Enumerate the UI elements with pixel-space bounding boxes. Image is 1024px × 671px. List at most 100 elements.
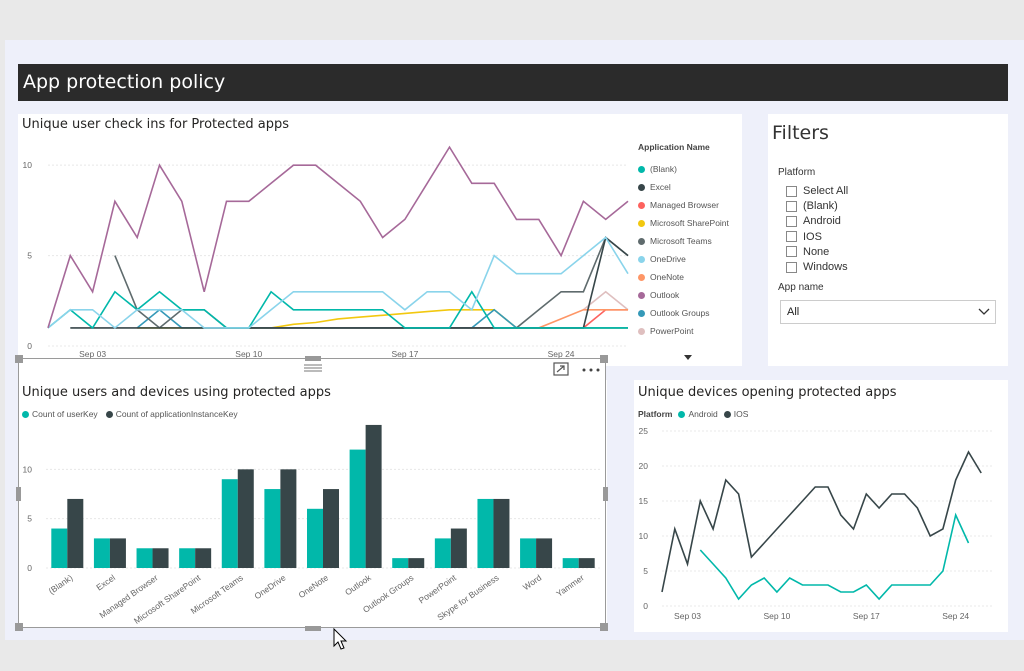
devices-line-chart[interactable]: Unique devices opening protected apps Pl… [634, 380, 1008, 632]
page-title: App protection policy [23, 71, 226, 93]
legend-item[interactable]: Microsoft SharePoint [638, 218, 729, 228]
checkins-plot: 0 5 10 Sep 03 Sep 10 Sep 17 Sep 24 [23, 145, 629, 359]
page-header: App protection policy [18, 64, 1008, 101]
option-label: IOS [803, 230, 822, 243]
x-tick-label: Word [521, 572, 543, 592]
bar [179, 548, 196, 568]
checkbox[interactable] [786, 261, 797, 273]
legend-item[interactable]: Excel [638, 182, 671, 192]
x-tick-label: Sep 24 [548, 349, 575, 359]
legend-label: Count of userKey [32, 409, 98, 419]
resize-handle[interactable] [16, 487, 21, 501]
platform-option[interactable]: None [786, 246, 829, 258]
resize-handle[interactable] [305, 626, 321, 631]
bar [408, 558, 425, 568]
checkbox[interactable] [786, 246, 797, 258]
legend-label: Outlook Groups [650, 308, 710, 318]
platform-option[interactable]: IOS [786, 231, 822, 243]
y-tick-label: 5 [643, 566, 648, 576]
bar [93, 538, 110, 568]
platform-option[interactable]: (Blank) [786, 200, 838, 212]
bar [365, 424, 382, 568]
bar [323, 489, 339, 568]
legend-label: Managed Browser [650, 200, 719, 210]
series-line-ios [661, 450, 982, 593]
resize-handle[interactable] [15, 355, 23, 363]
bar [109, 538, 126, 568]
platform-option[interactable]: Select All [786, 185, 848, 197]
filters-title: Filters [772, 122, 829, 144]
bar [477, 498, 494, 568]
legend-item[interactable]: PowerPoint [638, 326, 693, 336]
legend-item[interactable]: Count of userKey [22, 409, 98, 419]
resize-handle[interactable] [603, 487, 608, 501]
x-tick-label: Excel [94, 572, 117, 592]
platform-label: Platform [778, 167, 816, 178]
y-tick-label: 10 [639, 531, 649, 541]
x-tick-label: Sep 17 [853, 611, 880, 621]
series-line-powerpoint [582, 290, 629, 311]
devices-plot: 0 5 10 15 20 25 Sep 03 Sep 10 Sep 17 Sep 24 [639, 426, 994, 621]
series-line-microsoft-teams [114, 236, 629, 329]
legend-marker [638, 183, 645, 191]
bar [578, 558, 595, 568]
legend-item[interactable]: Count of applicationInstanceKey [105, 409, 238, 419]
platform-option[interactable]: Android [786, 215, 841, 227]
legend-item[interactable]: (Blank) [638, 164, 677, 174]
x-tick-label: Sep 24 [942, 611, 969, 621]
checkins-line-chart[interactable]: Unique user check ins for Protected apps… [18, 114, 742, 366]
legend-label: Excel [650, 182, 671, 192]
bar [152, 548, 169, 568]
series-line-outlook-groups [136, 308, 628, 329]
resize-handle[interactable] [600, 623, 608, 631]
checkbox[interactable] [786, 215, 797, 227]
legend-marker [638, 309, 645, 317]
legend-item[interactable]: OneNote [638, 272, 684, 282]
drag-handle-icon[interactable] [303, 363, 323, 373]
legend-item[interactable]: Outlook [638, 290, 679, 300]
option-label: Windows [803, 261, 848, 273]
platform-option[interactable]: Windows [786, 261, 848, 273]
checkbox[interactable] [786, 231, 797, 243]
caret-down-icon[interactable] [684, 355, 694, 361]
legend-marker [638, 219, 645, 227]
series-line--blank- [47, 290, 628, 330]
legend-marker [638, 201, 645, 209]
bar [520, 538, 537, 568]
resize-handle[interactable] [15, 623, 23, 631]
bar [349, 449, 366, 568]
legend-marker [678, 410, 686, 418]
legend-item[interactable]: Managed Browser [638, 200, 719, 210]
resize-handle[interactable] [305, 356, 321, 361]
chevron-down-icon [978, 308, 990, 315]
app-name-dropdown[interactable]: All [780, 300, 996, 324]
bar [434, 538, 451, 568]
y-tick-label: 15 [639, 496, 649, 506]
legend-item[interactable]: Microsoft Teams [638, 236, 712, 246]
option-label: Android [803, 215, 841, 228]
legend-item[interactable]: Android [678, 409, 718, 419]
legend-item[interactable]: Outlook Groups [638, 308, 710, 318]
option-label: None [803, 245, 830, 258]
users-devices-bar-chart[interactable]: Unique users and devices using protected… [18, 380, 607, 628]
y-tick-label: 25 [639, 426, 649, 436]
x-tick-label: Sep 17 [391, 349, 418, 359]
series-line-onenote [248, 309, 628, 329]
y-tick-label: 10 [23, 160, 33, 170]
y-tick-label: 5 [27, 514, 32, 524]
checkbox[interactable] [786, 185, 797, 197]
legend-item[interactable]: IOS [723, 409, 748, 419]
mouse-cursor-icon [333, 628, 348, 650]
more-options-icon[interactable] [582, 367, 600, 373]
legend: Application Name (Blank) Excel Managed Bro… [638, 142, 742, 366]
legend-item[interactable]: OneDrive [638, 254, 686, 264]
bar [536, 538, 553, 568]
checkbox[interactable] [786, 200, 797, 212]
bar [307, 508, 323, 568]
legend-label: OneDrive [650, 254, 686, 264]
legend-label: (Blank) [650, 164, 677, 174]
resize-handle[interactable] [600, 355, 608, 363]
focus-mode-icon[interactable] [553, 362, 569, 376]
bar [221, 479, 238, 568]
